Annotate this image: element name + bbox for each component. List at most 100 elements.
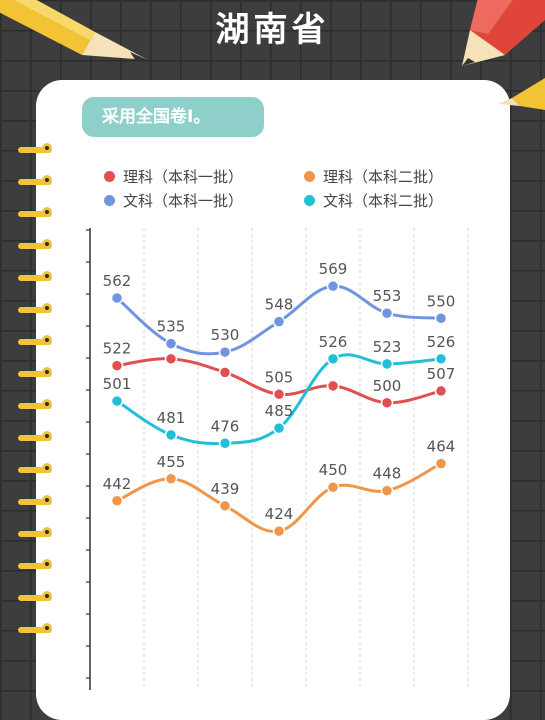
legend-swatch	[104, 171, 115, 182]
data-point	[218, 345, 232, 359]
ring-wire	[18, 531, 52, 537]
legend-item: 理科（本科二批）	[304, 166, 443, 187]
ring-hole	[42, 623, 52, 633]
binder-ring	[14, 367, 54, 380]
data-point	[218, 366, 232, 379]
data-point	[164, 472, 178, 486]
data-point	[218, 499, 232, 513]
data-point	[164, 337, 178, 350]
data-label: 535	[157, 318, 186, 336]
ring-wire	[18, 371, 52, 377]
ring-hole	[42, 399, 52, 409]
ring-hole	[42, 591, 52, 601]
ring-wire	[18, 211, 52, 217]
ring-wire	[18, 563, 52, 569]
data-label: 569	[319, 260, 348, 278]
data-label: 550	[427, 292, 456, 310]
data-label: 526	[319, 333, 348, 351]
data-label: 485	[265, 402, 294, 420]
binder-ring	[14, 335, 54, 348]
ring-wire	[18, 275, 52, 281]
binder-ring	[14, 207, 54, 220]
pencil-small-icon	[498, 78, 545, 110]
data-point	[380, 357, 394, 371]
data-point	[326, 279, 340, 293]
legend-label: 理科（本科二批）	[323, 168, 444, 186]
legend-label: 文科（本科二批）	[323, 192, 444, 210]
legend-item: 文科（本科二批）	[304, 190, 443, 211]
data-point	[434, 384, 448, 398]
data-point	[272, 421, 286, 435]
ring-hole	[42, 559, 52, 569]
data-point	[326, 480, 340, 494]
data-point	[326, 352, 340, 366]
legend-swatch	[304, 171, 315, 182]
page-title: 湖南省	[215, 10, 330, 50]
data-label: 553	[373, 287, 402, 305]
ring-hole	[42, 367, 52, 377]
binder-ring	[14, 271, 54, 284]
data-point	[272, 524, 286, 538]
ring-hole	[42, 271, 52, 281]
data-label: 424	[265, 505, 294, 523]
data-label: 548	[265, 296, 294, 314]
binder-ring	[14, 463, 54, 476]
data-label: 455	[157, 453, 186, 471]
binder-ring	[14, 559, 54, 572]
data-label: 523	[373, 338, 402, 356]
binder-ring	[14, 303, 54, 316]
data-label: 500	[373, 377, 402, 395]
data-label: 501	[103, 375, 132, 393]
binder-ring	[14, 175, 54, 188]
ring-wire	[18, 499, 52, 505]
data-label: 505	[265, 368, 294, 386]
ring-wire	[18, 243, 52, 249]
data-point	[272, 315, 286, 328]
ring-hole	[42, 495, 52, 505]
ring-hole	[42, 143, 52, 153]
data-label: 481	[157, 409, 186, 427]
data-point	[110, 394, 124, 408]
ring-hole	[42, 335, 52, 345]
data-point	[218, 437, 232, 450]
legend-item: 文科（本科一批）	[104, 190, 243, 211]
data-point	[110, 494, 124, 508]
binder-ring	[14, 239, 54, 252]
ring-hole	[42, 207, 52, 217]
legend-swatch	[104, 195, 115, 206]
ring-hole	[42, 431, 52, 441]
data-point	[326, 379, 340, 393]
ring-wire	[18, 595, 52, 601]
pencil-left-icon	[0, 0, 148, 61]
data-point	[110, 359, 124, 372]
data-label: 448	[373, 465, 402, 483]
legend-label: 文科（本科一批）	[123, 192, 244, 210]
ring-wire	[18, 403, 52, 409]
data-point	[434, 457, 448, 470]
ring-wire	[18, 467, 52, 473]
data-label: 522	[103, 340, 132, 358]
data-label: 442	[103, 475, 132, 493]
ring-wire	[18, 147, 52, 153]
binder-ring	[14, 527, 54, 540]
ring-hole	[42, 239, 52, 249]
data-label: 439	[211, 480, 240, 498]
data-point	[380, 396, 394, 410]
data-point	[110, 291, 124, 305]
data-label: 526	[427, 333, 456, 351]
ring-hole	[42, 303, 52, 313]
ring-hole	[42, 175, 52, 185]
data-point	[164, 428, 178, 442]
binder-ring	[14, 591, 54, 604]
data-label: 530	[211, 326, 240, 344]
ring-wire	[18, 627, 52, 633]
data-point	[434, 352, 448, 366]
data-label: 476	[211, 417, 240, 435]
data-point	[380, 484, 394, 497]
data-point	[380, 306, 394, 320]
data-label: 450	[319, 461, 348, 479]
binder-ring	[14, 143, 54, 156]
legend-item: 理科（本科一批）	[104, 166, 243, 187]
ring-wire	[18, 435, 52, 441]
data-point	[434, 312, 448, 325]
